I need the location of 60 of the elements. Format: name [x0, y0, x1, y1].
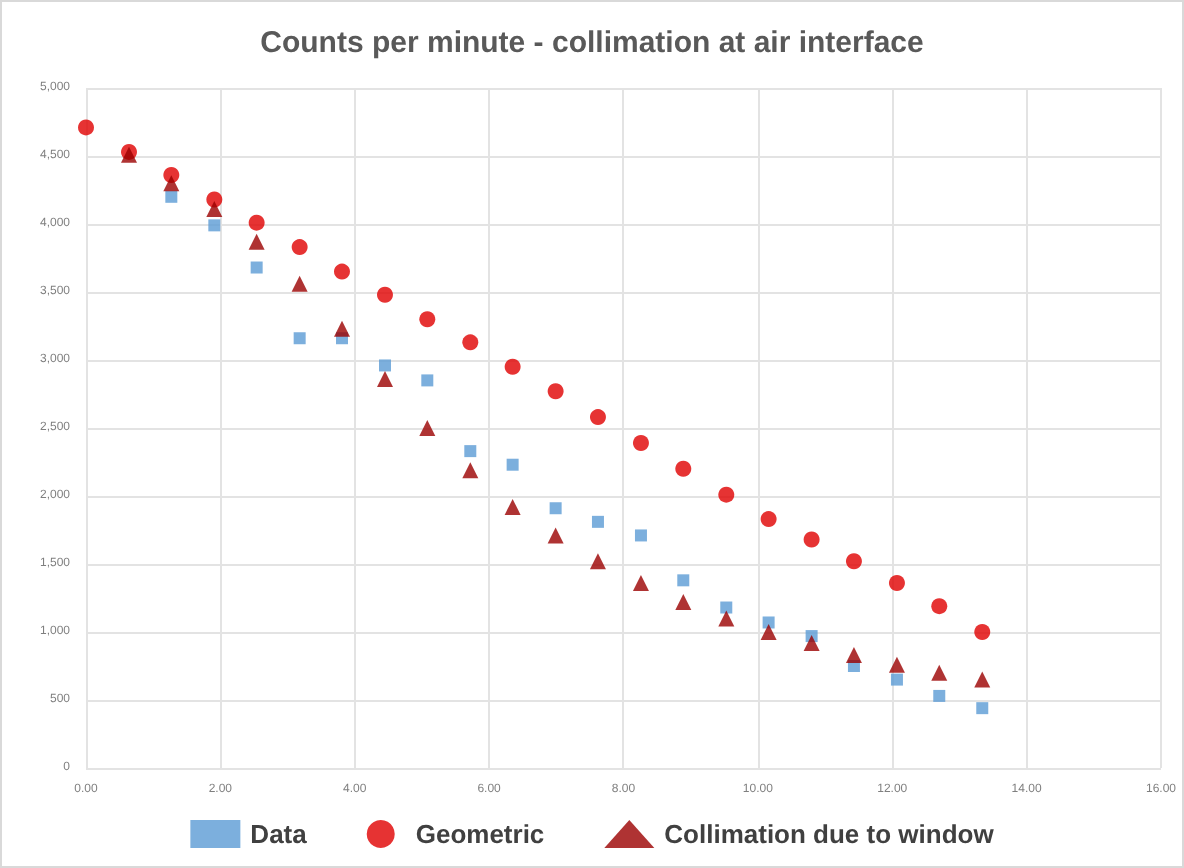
point [675, 594, 692, 611]
point [591, 515, 604, 528]
point [549, 502, 562, 515]
point [931, 664, 948, 681]
legend-label: Collimation due to window [664, 819, 996, 849]
point [547, 527, 564, 544]
point [504, 358, 521, 375]
point [933, 689, 946, 702]
point [845, 553, 862, 570]
point [589, 409, 606, 426]
point [333, 320, 350, 337]
point [888, 575, 905, 592]
point [250, 261, 263, 274]
point [504, 498, 521, 515]
point [760, 511, 777, 528]
point [464, 445, 477, 458]
point [675, 460, 692, 477]
point [165, 190, 178, 203]
point [376, 371, 393, 388]
point [293, 332, 306, 345]
point [377, 286, 393, 303]
point [378, 359, 391, 372]
chart-title: Counts per minute - collimation at air interface [260, 26, 924, 60]
point [78, 119, 94, 136]
legend-label: Geometric [415, 819, 545, 849]
point [248, 214, 265, 231]
point [248, 233, 265, 250]
point [931, 598, 948, 615]
point [976, 702, 989, 715]
point [291, 239, 308, 256]
point [974, 671, 991, 688]
point [291, 275, 308, 292]
point [632, 575, 649, 592]
point [206, 201, 223, 218]
point [718, 486, 735, 503]
point [888, 656, 905, 673]
point [720, 601, 733, 614]
point [760, 624, 777, 640]
point [890, 673, 903, 686]
point [677, 574, 690, 587]
point [634, 529, 647, 542]
point [718, 610, 735, 627]
point [547, 383, 564, 400]
point [208, 219, 221, 232]
point [845, 647, 862, 664]
point [803, 531, 820, 548]
point [632, 434, 649, 451]
point [589, 553, 606, 570]
point [419, 420, 436, 436]
point [419, 311, 436, 328]
point [462, 334, 479, 351]
legend-label: Data [250, 819, 309, 849]
point [506, 458, 519, 471]
point [163, 175, 180, 192]
point [974, 624, 991, 640]
point [334, 263, 350, 280]
point [803, 634, 820, 651]
point [421, 374, 434, 387]
point [462, 462, 479, 479]
point [762, 616, 775, 629]
